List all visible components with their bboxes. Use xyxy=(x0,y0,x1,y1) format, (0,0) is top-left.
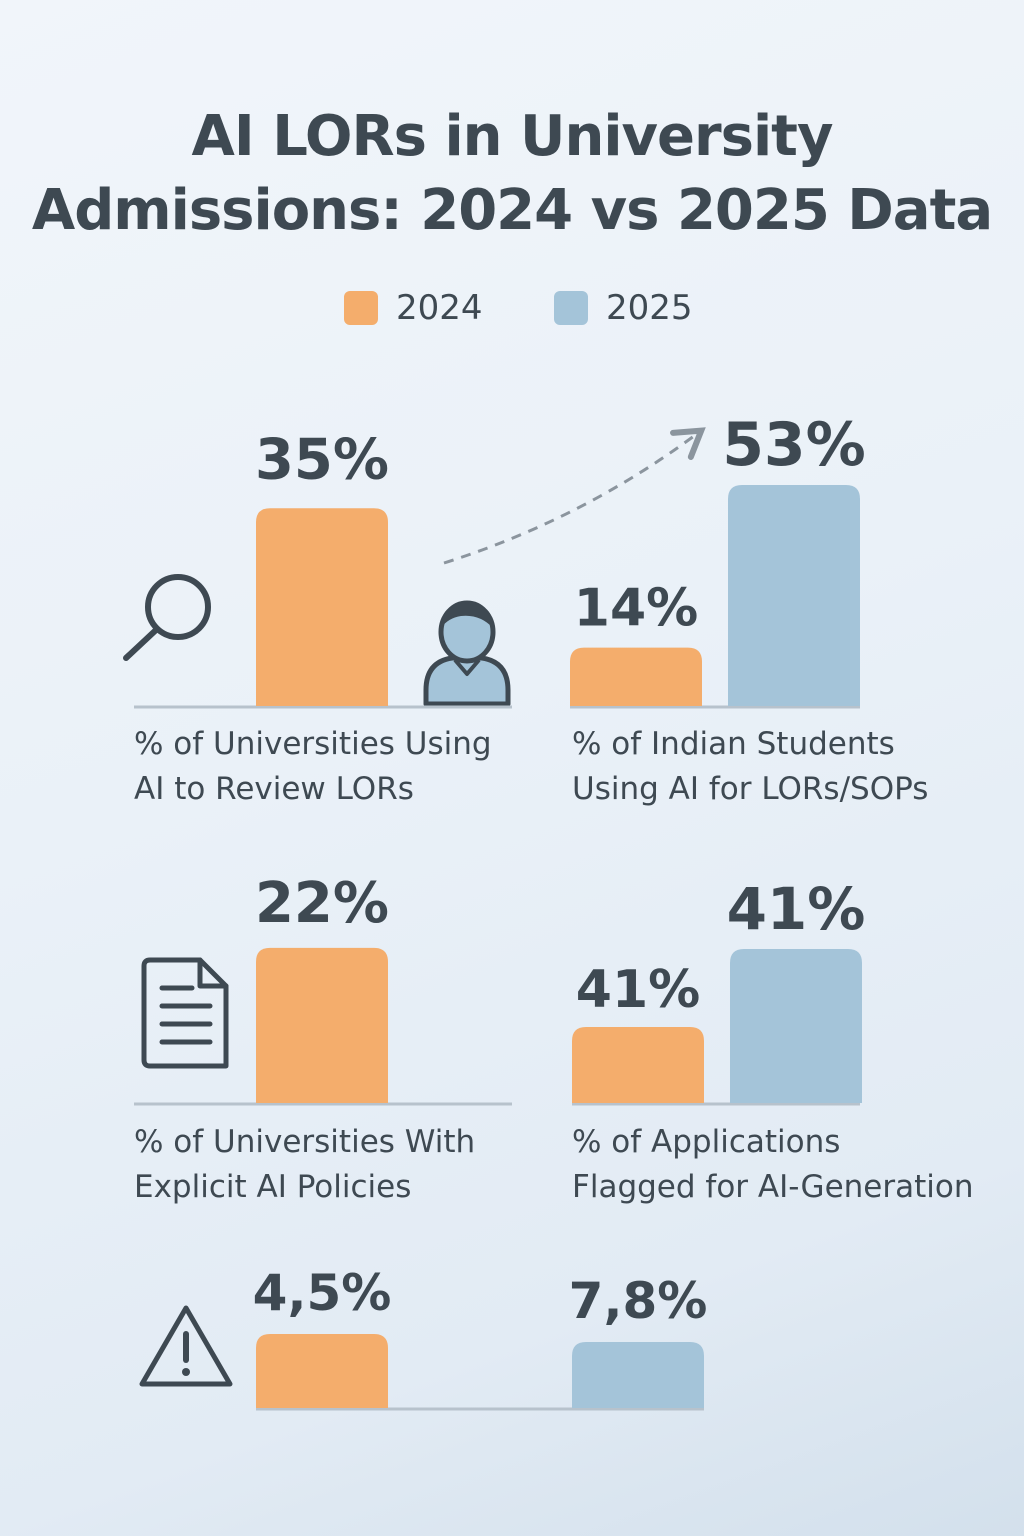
caption-line: % of Universities With xyxy=(134,1124,476,1160)
document-icon xyxy=(141,957,229,1069)
chart-4: 4,5% 7,8% xyxy=(253,1264,708,1411)
chart-3: 41% 41% xyxy=(572,875,866,1106)
trend-arrow xyxy=(443,427,706,565)
legend-item-2024: 2024 xyxy=(344,288,483,328)
legend: 2024 2025 xyxy=(0,288,1024,328)
caption-line: % of Indian Students xyxy=(572,726,895,762)
bar-2024 xyxy=(572,1027,704,1103)
caption-indian-students-ai: % of Indian Students Using AI for LORs/S… xyxy=(572,722,928,812)
title-line-2: Admissions: 2024 vs 2025 Data xyxy=(31,178,993,243)
chart-1: 14% 53% xyxy=(570,410,866,709)
warning-icon xyxy=(139,1305,233,1387)
legend-swatch-2024 xyxy=(344,291,378,325)
value-label-2024: 41% xyxy=(576,960,700,1020)
value-label-2024: 35% xyxy=(255,427,389,492)
magnifier-icon xyxy=(123,574,211,661)
caption-line: % of Applications xyxy=(572,1124,841,1160)
caption-line: Flagged for AI-Generation xyxy=(572,1169,974,1205)
legend-label-2024: 2024 xyxy=(396,288,483,328)
caption-applications-flagged: % of Applications Flagged for AI-Generat… xyxy=(572,1120,974,1210)
legend-swatch-2025 xyxy=(554,291,588,325)
caption-line: % of Universities Using xyxy=(134,726,492,762)
bar-2024 xyxy=(256,508,388,706)
bar-2025 xyxy=(728,484,860,706)
caption-line: AI to Review LORs xyxy=(134,771,414,807)
value-label-2024: 22% xyxy=(255,871,389,936)
legend-item-2025: 2025 xyxy=(554,288,693,328)
chart-2: 22% xyxy=(134,871,512,1106)
caption-universities-ai-review: % of Universities Using AI to Review LOR… xyxy=(134,722,492,812)
value-label-2025: 41% xyxy=(727,875,866,943)
value-label-2025: 53% xyxy=(722,410,866,480)
legend-label-2025: 2025 xyxy=(606,288,693,328)
value-label-2024: 4,5% xyxy=(253,1264,392,1322)
bar-2024 xyxy=(256,947,388,1103)
person-icon xyxy=(423,600,511,707)
page-title: AI LORs in University Admissions: 2024 v… xyxy=(0,100,1024,248)
bar-2024 xyxy=(570,647,702,706)
value-label-2025: 7,8% xyxy=(569,1272,708,1330)
chart-0: 35% xyxy=(134,427,512,709)
bar-2025 xyxy=(730,949,862,1103)
caption-universities-ai-policies: % of Universities With Explicit AI Polic… xyxy=(134,1120,475,1210)
bar-2025 xyxy=(572,1342,704,1408)
caption-line: Using AI for LORs/SOPs xyxy=(572,771,929,807)
bar-2024 xyxy=(256,1334,388,1408)
title-line-1: AI LORs in University xyxy=(191,104,834,169)
value-label-2024: 14% xyxy=(574,579,698,639)
caption-line: Explicit AI Policies xyxy=(134,1169,412,1205)
